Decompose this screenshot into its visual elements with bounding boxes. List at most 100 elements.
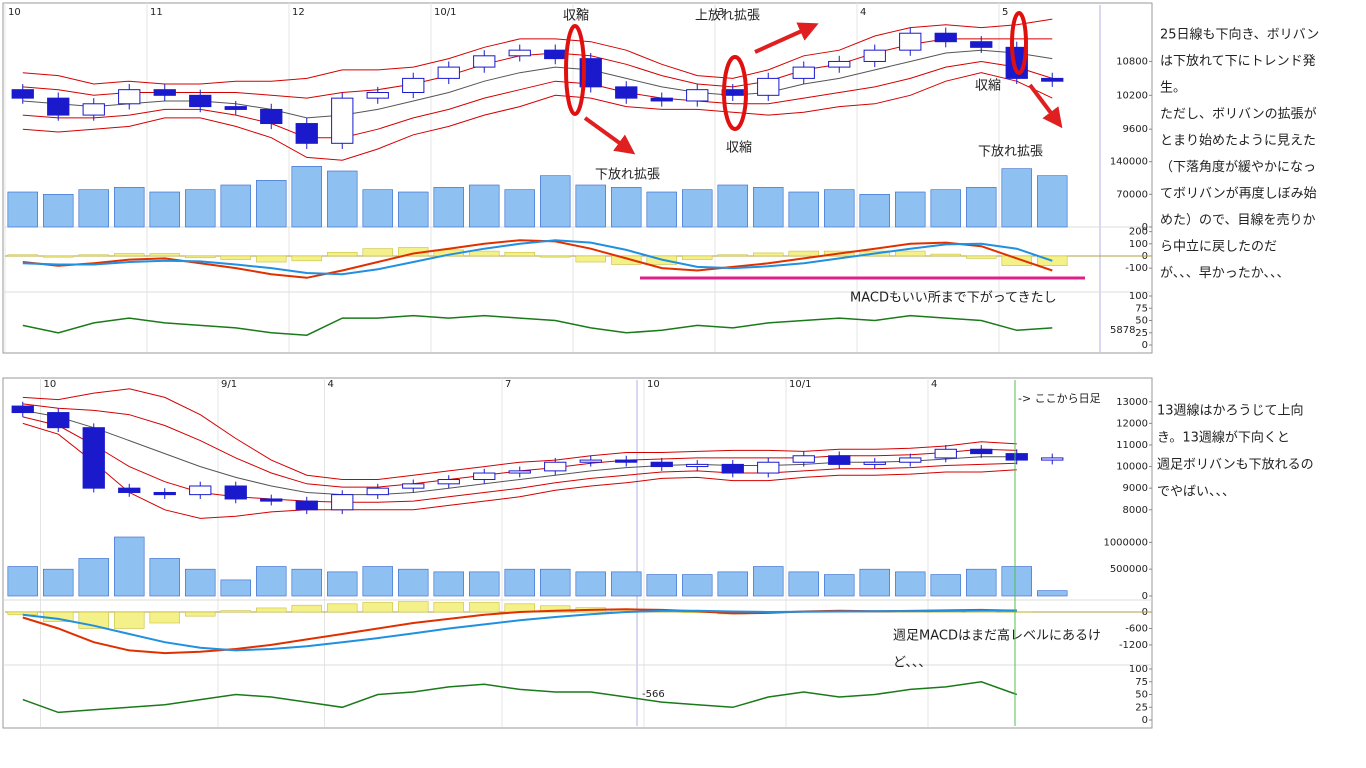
y-tick-label: 8000: [1123, 505, 1148, 516]
volume-bar: [682, 574, 713, 597]
x-tick-label: 7: [505, 379, 511, 390]
volume-bar: [504, 568, 535, 597]
candle-body: [473, 472, 496, 481]
note-line: でやばい、、、: [1157, 485, 1235, 500]
volume-bar: [78, 558, 109, 597]
candle-body: [650, 97, 673, 102]
macd-line: [22, 239, 1053, 276]
x-tick-label: 9/1: [221, 379, 237, 390]
macd-histogram-bar: [540, 255, 571, 258]
candle-body: [82, 103, 105, 116]
y-tick-label: 10200: [1116, 90, 1148, 101]
candle-body: [224, 485, 247, 500]
macd-histogram-bar: [7, 611, 38, 616]
volume-bar: [469, 184, 500, 228]
x-tick-label: 10: [44, 379, 57, 390]
macd-histogram-bar: [78, 254, 109, 257]
note-line: （下落角度が緩やかになっ: [1160, 159, 1316, 175]
candle-body: [934, 448, 957, 459]
candle-body: [828, 455, 851, 465]
y-tick-label: 13000: [1116, 397, 1148, 408]
y-tick-label: 10800: [1116, 56, 1148, 67]
candle-body: [402, 483, 425, 489]
highlight-ellipse: [564, 24, 586, 116]
volume-bar: [504, 189, 535, 228]
y-tick-label: -1200: [1119, 640, 1148, 651]
arrow: [1028, 83, 1063, 129]
x-tick-label: 4: [328, 379, 334, 390]
chart-frame: [2, 377, 1153, 729]
candle-body: [82, 427, 105, 489]
candle-body: [189, 94, 212, 108]
candle-body: [189, 485, 212, 496]
candle-body: [11, 405, 34, 414]
candle-body: [792, 66, 815, 79]
macd-histogram-bar: [362, 248, 393, 257]
annotation: 週足MACDはまだ高レベルにあるけ: [893, 628, 1101, 644]
x-tick-label: 10: [8, 7, 21, 18]
volume-bar: [185, 568, 216, 597]
volume-bar: [859, 194, 890, 228]
annotation: 下放れ拡張: [978, 145, 1043, 160]
candle-body: [224, 106, 247, 110]
macd-histogram-bar: [469, 602, 500, 613]
macd-histogram-bar: [717, 254, 748, 257]
note-line: 25日線も下向き、ボリバン: [1160, 27, 1319, 43]
y-tick-label: 1000000: [1103, 537, 1148, 548]
volume-bar: [1001, 168, 1032, 228]
y-tick-label: 0: [1142, 222, 1148, 233]
y-tick-label: 25: [1135, 702, 1148, 713]
candle-body: [544, 461, 567, 472]
macd-histogram-bar: [291, 255, 322, 262]
x-tick-label: 3: [718, 7, 724, 18]
macd-histogram-bar: [256, 255, 287, 263]
annotation: 収縮: [726, 140, 752, 156]
candle-body: [295, 500, 318, 511]
chart-layer: 10 11 12 10/1 2 3 4 507000014000096001020010800…: [3, 3, 1152, 727]
macd-histogram-bar: [7, 254, 38, 257]
volume-bar: [753, 566, 784, 597]
volume-bar: [7, 191, 38, 228]
volume-bar: [682, 189, 713, 228]
band-line: [22, 422, 1017, 519]
candle-body: [11, 89, 34, 99]
x-tick-label: 10/1: [434, 7, 456, 18]
volume-bar: [291, 568, 322, 597]
volume-bar: [1037, 175, 1068, 228]
y-tick-label: 100: [1129, 664, 1148, 675]
y-tick-label: -100: [1125, 263, 1148, 274]
volume-bar: [327, 170, 358, 228]
y-tick-label: 12000: [1116, 418, 1148, 429]
candle-body: [579, 459, 602, 463]
candle-body: [970, 41, 993, 48]
arrow: [754, 22, 819, 54]
band-line: [22, 409, 1017, 496]
note-line: 週足ボリバンも下放れるの: [1157, 458, 1314, 473]
note-line: てボリバンが再度しぼみ始: [1160, 186, 1317, 202]
macd-histogram-bar: [930, 253, 961, 257]
candle-body: [686, 463, 709, 468]
y-tick-label: 75: [1135, 677, 1148, 688]
volume-bar: [717, 184, 748, 228]
y-tick-label: 0: [1142, 715, 1148, 726]
volume-bar: [43, 194, 74, 228]
rsi-line: [22, 314, 1053, 336]
volume-bar: [859, 568, 890, 597]
macd-histogram-bar: [362, 602, 393, 613]
volume-bar: [895, 571, 926, 597]
candle-body: [757, 77, 780, 96]
arrow: [583, 116, 636, 155]
candle-body: [934, 32, 957, 43]
candle-body: [366, 92, 389, 99]
y-tick-label: 9000: [1123, 483, 1148, 494]
candle-body: [508, 49, 531, 57]
band-line: [22, 416, 1017, 503]
candle-body: [295, 123, 318, 144]
volume-bar: [220, 184, 251, 228]
candle-body: [260, 108, 283, 125]
candle-body: [863, 49, 886, 62]
x-tick-label: 10/1: [789, 379, 811, 390]
macd-histogram-bar: [788, 250, 819, 257]
